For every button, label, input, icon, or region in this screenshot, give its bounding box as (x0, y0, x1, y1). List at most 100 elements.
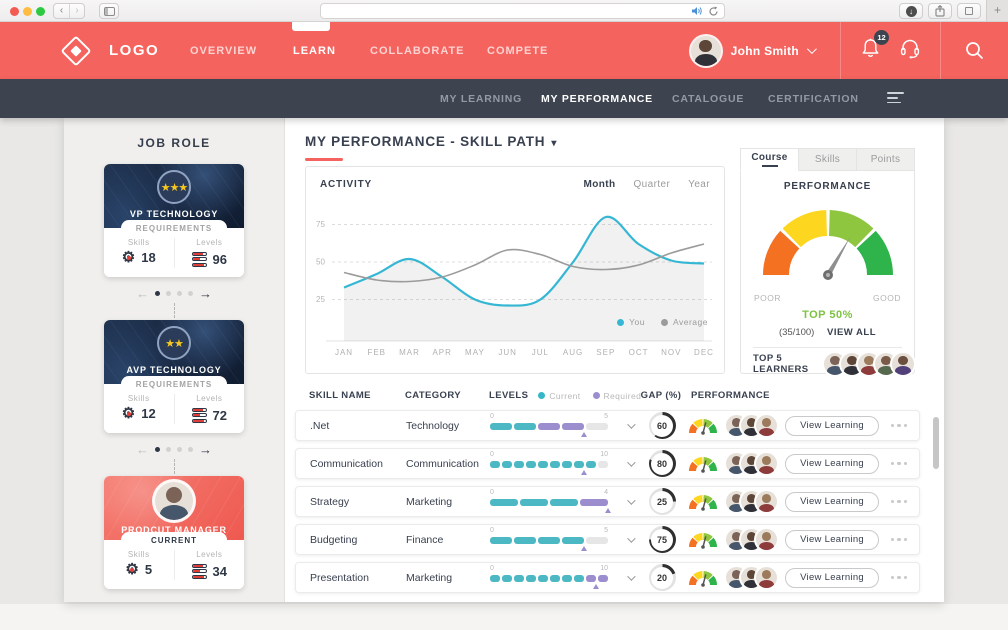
performance-title: PERFORMANCE (783, 181, 872, 192)
new-tab-button[interactable]: + (986, 0, 1008, 21)
gauge-poor-label: POOR (754, 293, 782, 303)
content-card: JOB ROLE ★★★ VP TECHNOLOGY REQUIREMENTS … (64, 118, 944, 602)
level-segment-current (520, 498, 548, 506)
level-segment-current (562, 574, 572, 582)
chevron-down-icon[interactable] (627, 571, 636, 581)
caret-down-icon: ▾ (551, 138, 558, 149)
cell-levels: 0 10 (490, 451, 620, 476)
row-more-icon[interactable] (879, 423, 919, 428)
notification-badge: 12 (874, 29, 889, 45)
search-icon[interactable] (965, 41, 984, 60)
levels-bars-icon (191, 562, 207, 580)
pager-next-icon[interactable]: → (199, 286, 212, 301)
nav-item-learn[interactable]: LEARN (293, 44, 336, 57)
cell-expand (620, 495, 640, 505)
subnav-item-catalogue[interactable]: CATALOGUE (672, 92, 745, 105)
show-tabs-button[interactable] (957, 3, 981, 19)
address-bar[interactable] (320, 3, 725, 19)
view-learning-button[interactable]: View Learning (785, 529, 879, 550)
job-role-card-current[interactable]: PRODCUT MANAGER CURRENT Skills 5 Levels … (104, 476, 244, 589)
level-bar (490, 536, 608, 544)
table-row: Presentation Marketing 0 10 20 View Learning (295, 562, 920, 593)
cell-gap: 20 (640, 564, 684, 591)
row-more-icon[interactable] (879, 575, 919, 580)
performance-tab-course[interactable]: Course (740, 148, 799, 171)
pager-prev-icon[interactable]: ← (136, 442, 149, 457)
menu-button[interactable] (887, 92, 904, 106)
skills-count: 18 (141, 250, 156, 265)
window-zoom-button[interactable] (36, 7, 45, 16)
job-role-name: AVP TECHNOLOGY (126, 365, 222, 375)
row-more-icon[interactable] (879, 499, 919, 504)
chevron-down-icon[interactable] (627, 419, 636, 429)
row-performance-gauge-icon (689, 418, 717, 435)
performance-tab-points[interactable]: Points (857, 148, 915, 171)
nav-item-collaborate[interactable]: COLLABORATE (370, 44, 465, 57)
window-close-button[interactable] (10, 7, 19, 16)
view-all-link[interactable]: VIEW ALL (826, 327, 877, 338)
brand[interactable]: LOGO (60, 34, 159, 67)
chevron-down-icon[interactable] (627, 457, 636, 467)
svg-text:SEP: SEP (596, 348, 615, 357)
svg-text:APR: APR (432, 348, 451, 357)
notifications-button[interactable]: 12 (861, 29, 889, 64)
view-learning-button[interactable]: View Learning (785, 415, 879, 436)
levels-stat: Levels 96 (173, 238, 245, 268)
card-pager: ← → (64, 442, 284, 457)
view-learning-button[interactable]: View Learning (785, 567, 879, 588)
activity-tab-month[interactable]: Month (583, 179, 616, 190)
page-title[interactable]: MY PERFORMANCE - SKILL PATH ▾ (305, 134, 558, 149)
score-value: (35/100) (778, 327, 815, 338)
job-role-card-avp[interactable]: ★★ AVP TECHNOLOGY REQUIREMENTS Skills 12… (104, 320, 244, 433)
subnav-item-certification[interactable]: CERTIFICATION (768, 92, 859, 105)
level-segment-current (550, 498, 578, 506)
main-content: MY PERFORMANCE - SKILL PATH ▾ ACTIVITY Mo… (285, 118, 944, 602)
back-button[interactable]: ‹ (59, 5, 64, 16)
user-menu[interactable]: John Smith (671, 22, 840, 79)
dot (897, 537, 901, 542)
audio-icon[interactable] (692, 6, 703, 16)
cell-avatars (722, 529, 784, 550)
activity-tab-year[interactable]: Year (688, 179, 710, 190)
svg-text:NOV: NOV (661, 348, 681, 357)
dot (890, 461, 895, 466)
performance-gauge (758, 197, 898, 294)
reload-icon[interactable] (708, 6, 719, 17)
top-learners: TOP 5 LEARNERS (753, 353, 914, 375)
window-minimize-button[interactable] (23, 7, 32, 16)
support-button[interactable] (900, 38, 920, 64)
share-button[interactable] (928, 3, 952, 19)
cell-expand (620, 419, 640, 429)
required-marker-icon (604, 507, 611, 513)
row-more-icon[interactable] (879, 537, 919, 542)
job-role-card-vp[interactable]: ★★★ VP TECHNOLOGY REQUIREMENTS Skills 18… (104, 164, 244, 277)
nav-item-compete[interactable]: COMPETE (487, 44, 549, 57)
learner-avatars (824, 353, 914, 375)
row-more-icon[interactable] (879, 461, 919, 466)
view-learning-button[interactable]: View Learning (785, 491, 879, 512)
forward-button[interactable]: › (68, 4, 84, 18)
activity-tab-quarter[interactable]: Quarter (633, 179, 671, 190)
performance-tab-skills[interactable]: Skills (799, 148, 857, 171)
sidebar-toggle-button[interactable] (99, 3, 119, 19)
level-segment-current (562, 536, 584, 544)
legend-label: Required (603, 390, 642, 401)
subnav-item-my-performance[interactable]: MY PERFORMANCE (541, 92, 653, 105)
pager-next-icon[interactable]: → (199, 442, 212, 457)
table-row: Strategy Marketing 0 4 25 View Learning (295, 486, 920, 517)
chevron-down-icon[interactable] (627, 533, 636, 543)
horizontal-scrollbar[interactable] (737, 604, 801, 613)
view-learning-button[interactable]: View Learning (785, 453, 879, 474)
pager-prev-icon[interactable]: ← (136, 286, 149, 301)
nav-item-overview[interactable]: OVERVIEW (190, 44, 258, 57)
vertical-scrollbar[interactable] (933, 417, 939, 469)
chevron-down-icon[interactable] (627, 495, 636, 505)
row-avatar (756, 491, 777, 512)
downloads-button[interactable]: ↓ (899, 3, 923, 19)
job-role-card-image: PRODCUT MANAGER (104, 476, 244, 540)
performance-tabs: Course Skills Points (740, 148, 915, 171)
primary-nav-right: John Smith 12 (671, 22, 1008, 79)
legend-dot (617, 318, 625, 326)
subnav-item-my-learning[interactable]: MY LEARNING (440, 92, 523, 105)
